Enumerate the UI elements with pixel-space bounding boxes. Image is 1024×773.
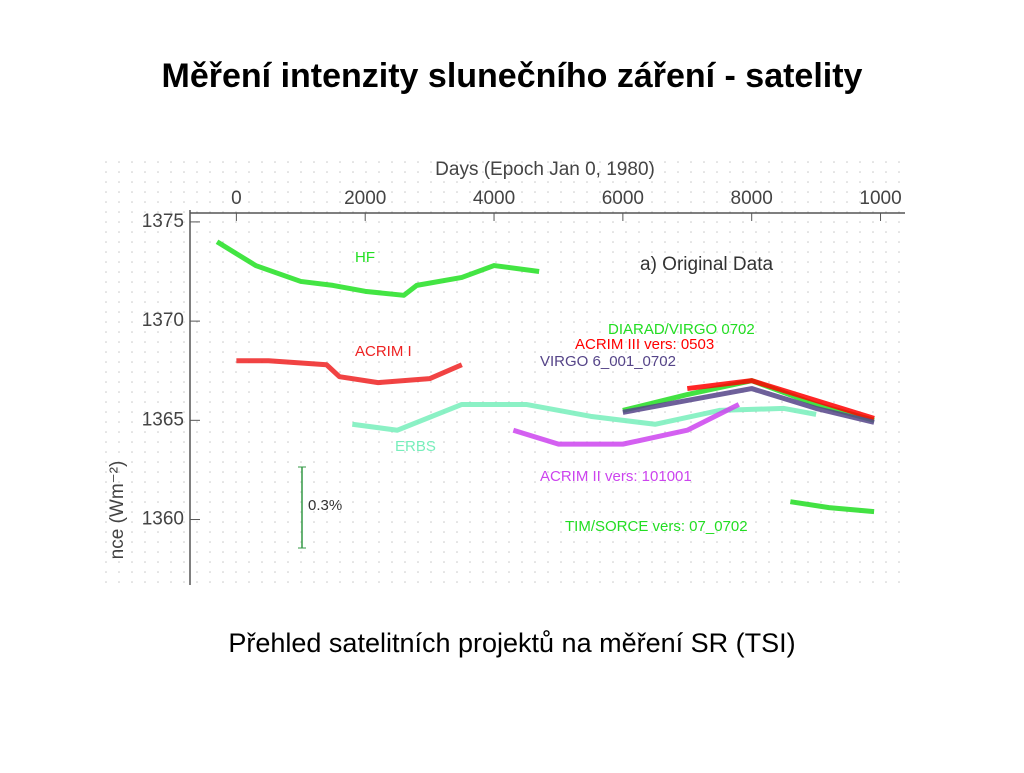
y-tick-label: 1365 (142, 409, 184, 430)
series-label: DIARAD/VIRGO 0702 (608, 321, 755, 338)
series-line (351, 401, 817, 433)
y-tick-label: 1370 (142, 310, 184, 331)
series-label: ACRIM III vers: 0503 (575, 336, 714, 353)
series-line (622, 386, 875, 425)
y-tick-label: 1375 (142, 211, 184, 232)
x-tick-label: 2000 (344, 188, 386, 209)
series-line (686, 378, 875, 421)
x-tick-label: 4000 (473, 188, 515, 209)
series-line (215, 239, 540, 298)
slide-title: Měření intenzity slunečního záření - sat… (162, 57, 863, 95)
y-axis-title: nce (Wm⁻²) (107, 461, 128, 560)
series-line (512, 402, 740, 447)
x-tick-label: 6000 (602, 188, 644, 209)
chart: Days (Epoch Jan 0, 1980) 0 2000 4000 6000 800… (107, 159, 905, 585)
series-label: VIRGO 6_001_0702 (540, 353, 676, 370)
series-label: HF (355, 249, 375, 266)
chart-background (100, 160, 906, 590)
annotation: a) Original Data (640, 254, 773, 275)
x-axis-title: Days (Epoch Jan 0, 1980) (435, 159, 655, 180)
series-line (789, 499, 875, 515)
annotation: 0.3% (308, 497, 342, 514)
series-line (236, 358, 463, 386)
x-tick-label: 8000 (731, 188, 773, 209)
series-label: ACRIM II vers: 101001 (540, 468, 692, 485)
series-label: ACRIM I (355, 343, 412, 360)
y-tick-label: 1360 (142, 509, 184, 530)
x-tick-label: 0 (231, 188, 242, 209)
series-label: ERBS (395, 438, 436, 455)
caption: Přehled satelitních projektů na měření S… (228, 628, 795, 658)
series-label: TIM/SORCE vers: 07_0702 (565, 518, 748, 535)
x-tick-label: 1000 (859, 188, 901, 209)
